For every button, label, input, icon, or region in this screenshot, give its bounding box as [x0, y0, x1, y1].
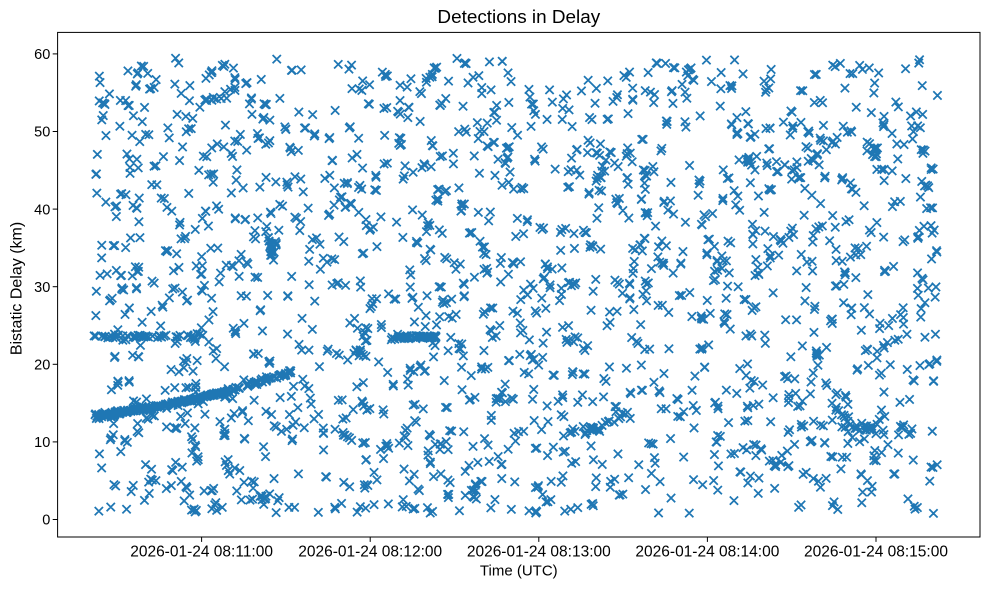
svg-text:Detections in Delay: Detections in Delay [437, 7, 600, 28]
svg-text:Bistatic Delay (km): Bistatic Delay (km) [9, 222, 26, 355]
svg-text:30: 30 [34, 280, 50, 296]
svg-text:2026-01-24 08:11:00: 2026-01-24 08:11:00 [130, 544, 273, 561]
svg-text:0: 0 [42, 513, 50, 529]
svg-text:Time (UTC): Time (UTC) [480, 563, 558, 580]
svg-text:2026-01-24 08:12:00: 2026-01-24 08:12:00 [298, 544, 442, 561]
svg-text:2026-01-24 08:13:00: 2026-01-24 08:13:00 [467, 544, 611, 561]
svg-text:20: 20 [34, 358, 50, 374]
svg-text:60: 60 [34, 47, 50, 63]
svg-text:2026-01-24 08:14:00: 2026-01-24 08:14:00 [635, 544, 779, 561]
svg-text:2026-01-24 08:15:00: 2026-01-24 08:15:00 [804, 544, 948, 561]
svg-text:10: 10 [34, 435, 50, 451]
svg-text:50: 50 [34, 125, 50, 141]
svg-text:40: 40 [34, 202, 50, 218]
